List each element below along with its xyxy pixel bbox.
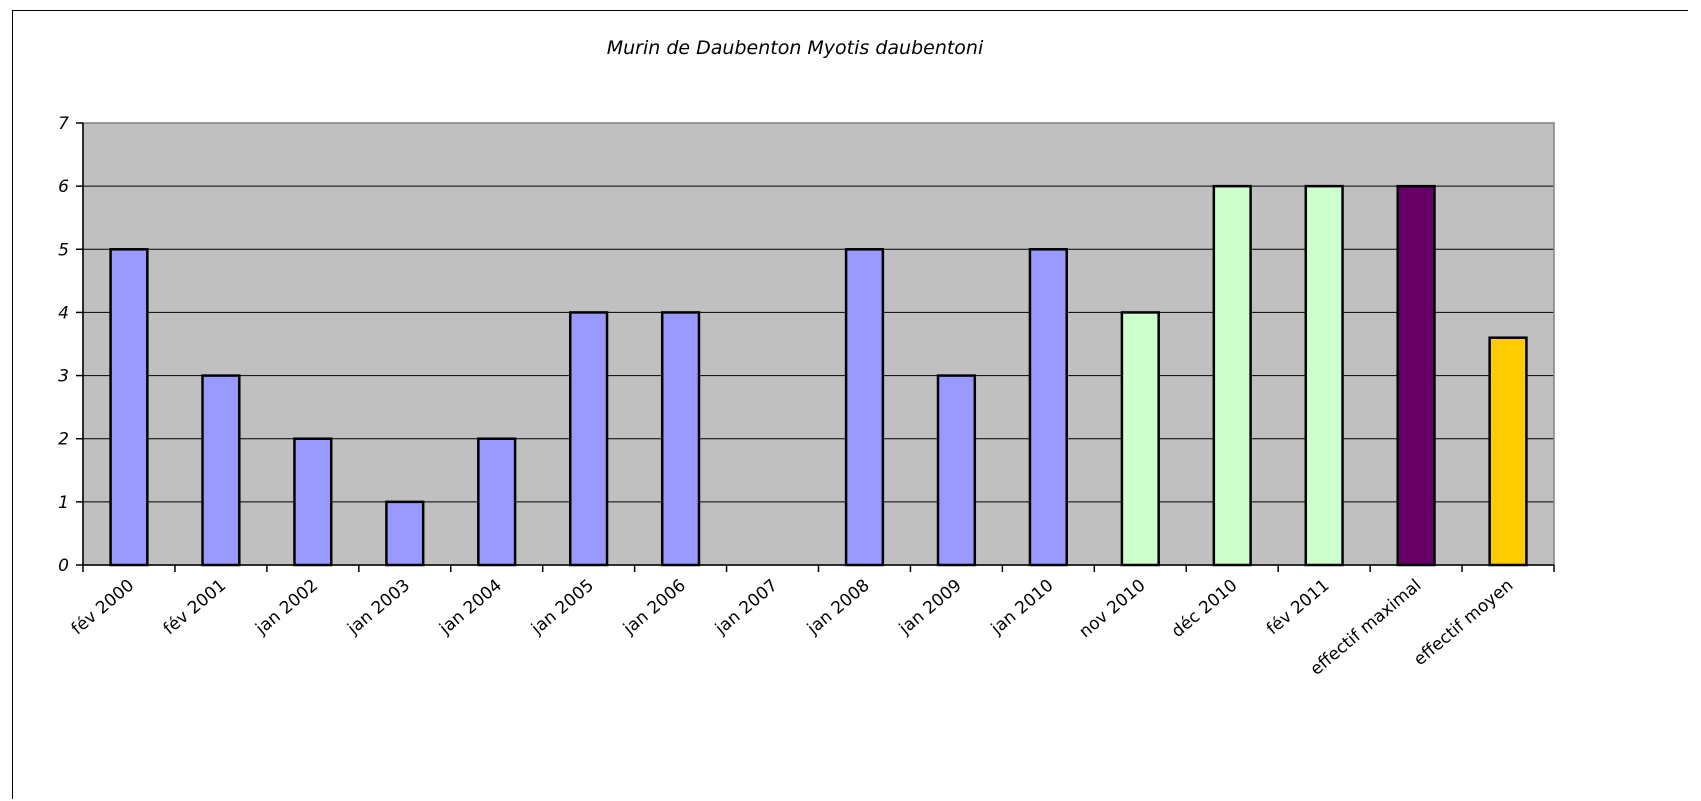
chart-title: Murin de Daubenton Myotis daubentoni bbox=[607, 37, 984, 59]
x-tick-label: fév 2000 bbox=[68, 576, 138, 640]
bar bbox=[1396, 184, 1436, 567]
x-tick-label: fév 2011 bbox=[1263, 576, 1333, 640]
bar bbox=[1120, 311, 1160, 567]
x-tick-label: jan 2006 bbox=[619, 576, 690, 640]
bar bbox=[1028, 248, 1068, 567]
bar bbox=[293, 437, 333, 567]
bar-chart: Murin de Daubenton Myotis daubentoni 0 1 2… bbox=[58, 37, 1555, 680]
x-tick-label: jan 2005 bbox=[527, 576, 598, 640]
x-tick-label: fév 2001 bbox=[160, 576, 230, 640]
x-tick-label: jan 2008 bbox=[803, 576, 874, 640]
x-tick-label: jan 2004 bbox=[435, 576, 506, 640]
x-tick-label: jan 2009 bbox=[895, 576, 966, 640]
bar bbox=[660, 311, 701, 567]
x-tick-label: jan 2003 bbox=[343, 576, 414, 640]
y-tick-label: 4 bbox=[58, 303, 69, 323]
bar bbox=[1304, 184, 1344, 567]
x-tick-label: jan 2007 bbox=[711, 576, 782, 640]
bar bbox=[1488, 336, 1528, 567]
x-tick-label: jan 2002 bbox=[251, 576, 322, 640]
y-tick-label: 0 bbox=[58, 556, 69, 576]
bar bbox=[477, 437, 517, 567]
y-tick-label: 2 bbox=[58, 430, 69, 450]
bar bbox=[844, 248, 885, 567]
bar bbox=[109, 248, 149, 567]
bar bbox=[569, 311, 609, 567]
y-tick-label: 3 bbox=[58, 367, 69, 387]
y-tick-label: 1 bbox=[58, 493, 69, 513]
chart-frame: Murin de Daubenton Myotis daubentoni 0 1 2… bbox=[12, 10, 1688, 799]
bar bbox=[201, 374, 241, 567]
y-tick-label: 5 bbox=[58, 240, 69, 260]
bar bbox=[936, 374, 977, 567]
plot-area: 0 1 2 3 4 5 6 7 fév 2000 fév 2001 jan 2002 jan 2003… bbox=[58, 114, 1555, 680]
bar bbox=[385, 500, 425, 567]
x-tick-label: jan 2010 bbox=[987, 576, 1058, 640]
y-tick-label: 7 bbox=[58, 114, 69, 134]
bar bbox=[1212, 184, 1252, 567]
x-tick-label: nov 2010 bbox=[1075, 576, 1149, 643]
y-tick-label: 6 bbox=[58, 177, 69, 197]
x-tick-label: effectif moyen bbox=[1410, 576, 1517, 670]
x-tick-label: déc 2010 bbox=[1168, 576, 1242, 642]
